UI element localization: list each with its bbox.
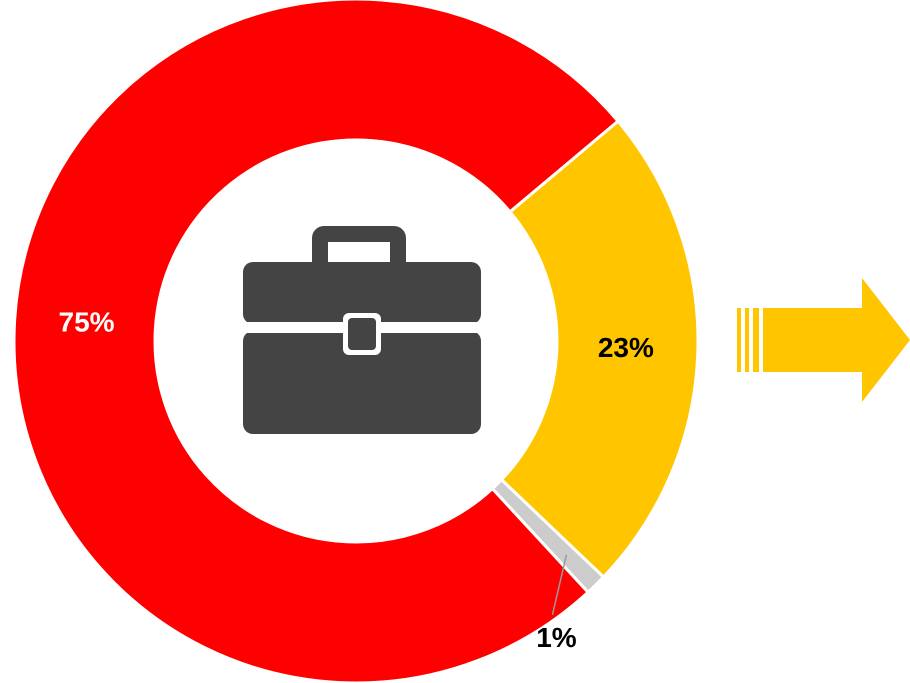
briefcase-handle: [312, 226, 406, 266]
arrow-stripe: [753, 308, 759, 372]
briefcase-icon: [243, 226, 481, 434]
data-label: 1%: [536, 622, 577, 653]
slices: [12, 0, 700, 683]
arrow-body: [763, 278, 910, 402]
briefcase-top: [243, 262, 481, 324]
briefcase-clasp: [348, 318, 376, 350]
briefcase-bottom: [243, 331, 481, 434]
arrow-stripe: [737, 308, 741, 372]
slice: [12, 0, 621, 683]
arrow-stripe: [745, 308, 749, 372]
leader-line: [551, 554, 568, 615]
arrow: [737, 278, 910, 402]
data-label: 75%: [59, 306, 115, 337]
data-label: 23%: [598, 332, 654, 363]
labels: 23% 1% 75%: [59, 306, 654, 653]
slice: [499, 119, 700, 580]
